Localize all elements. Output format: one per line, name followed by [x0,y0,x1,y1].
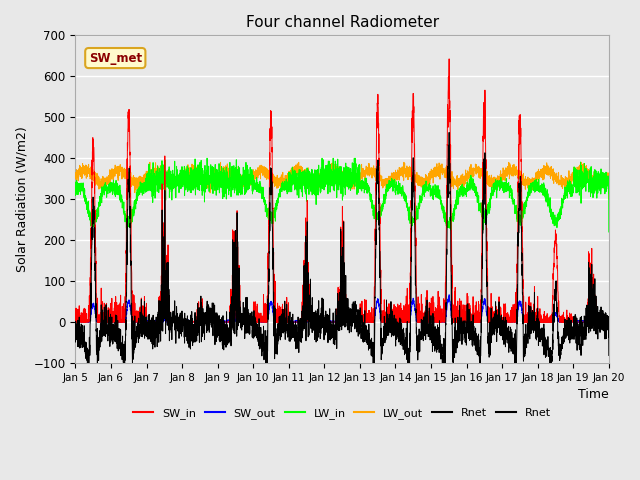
X-axis label: Time: Time [578,388,609,401]
Y-axis label: Solar Radiation (W/m2): Solar Radiation (W/m2) [15,126,28,272]
Text: SW_met: SW_met [89,51,142,64]
Title: Four channel Radiometer: Four channel Radiometer [246,15,438,30]
Legend: SW_in, SW_out, LW_in, LW_out, Rnet, Rnet: SW_in, SW_out, LW_in, LW_out, Rnet, Rnet [129,403,556,423]
